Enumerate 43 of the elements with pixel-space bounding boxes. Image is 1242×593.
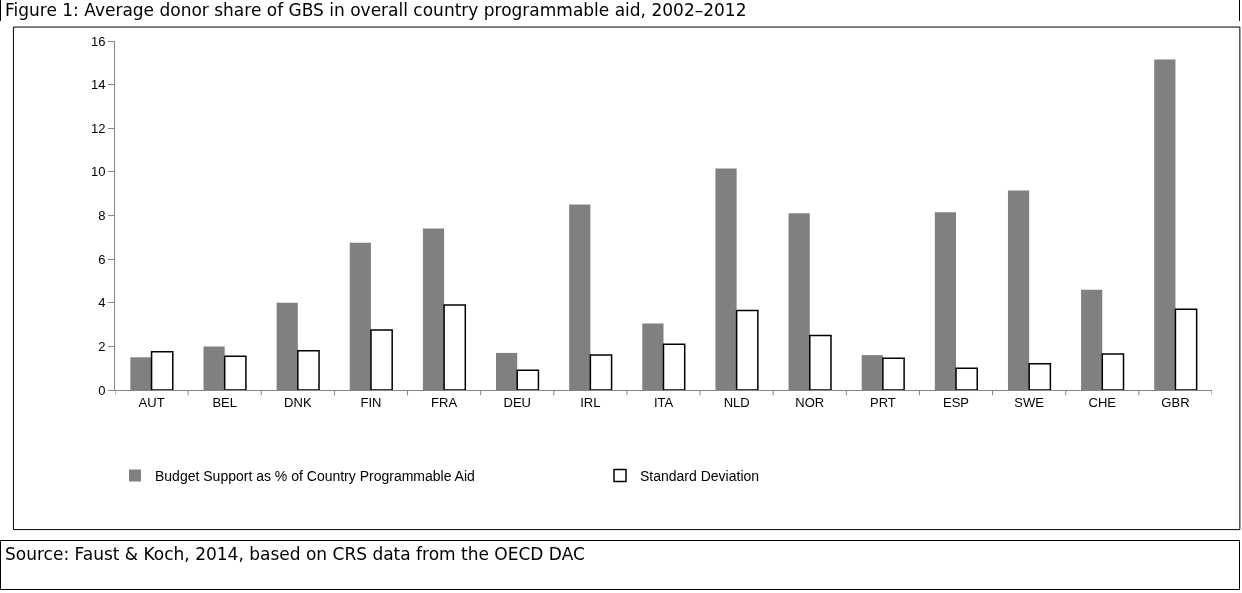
bar: [223, 355, 247, 390]
bar: [1174, 308, 1198, 390]
chart-title: Figure 1: Average donor share of GBS in overall country programmable aid, 2002–2012: [0, 0, 1240, 22]
y-tick-label: 0: [98, 382, 106, 398]
x-tick-label: GBR: [1161, 394, 1190, 410]
x-tick-label: IRL: [580, 394, 601, 410]
x-tick-label: SWE: [1014, 394, 1045, 410]
x-tick-label: DEU: [503, 394, 531, 410]
x-tick-label: NLD: [723, 394, 750, 410]
x-tick-label: FRA: [431, 394, 458, 410]
bar: [1101, 353, 1125, 390]
x-tick-label: ESP: [943, 394, 970, 410]
bar: [443, 304, 467, 390]
bar: [516, 369, 540, 390]
bar: [735, 309, 759, 390]
y-tick-label: 6: [98, 251, 106, 267]
y-tick-label: 4: [98, 295, 106, 311]
x-tick-label: FIN: [360, 394, 382, 410]
bar: [882, 357, 905, 390]
bar: [589, 354, 613, 390]
y-tick-label: 14: [90, 77, 106, 93]
y-tick-label: 16: [90, 33, 106, 49]
y-tick-label: 10: [90, 164, 106, 180]
x-tick-label: DNK: [284, 394, 312, 410]
bar: [955, 367, 978, 390]
x-tick-label: PRT: [870, 394, 896, 410]
y-tick-label: 2: [98, 338, 106, 354]
x-tick-label: AUT: [138, 394, 165, 410]
bar: [662, 343, 686, 390]
bar: [297, 349, 320, 390]
y-tick-label: 8: [98, 208, 106, 224]
x-tick-label: CHE: [1088, 394, 1117, 410]
bar: [150, 351, 174, 390]
bar: [1028, 363, 1052, 390]
x-tick-label: BEL: [212, 394, 237, 410]
bar: [809, 334, 832, 390]
legend-label: Budget Support as % of Country Programmable Aid: [155, 467, 475, 484]
x-tick-label: NOR: [795, 394, 825, 410]
source-note: Source: Faust & Koch, 2014, based on CRS data from the OECD DAC: [0, 540, 1240, 590]
legend-label: Standard Deviation: [640, 467, 760, 484]
y-tick-label: 12: [90, 120, 106, 136]
x-tick-label: ITA: [653, 394, 674, 410]
bar: [370, 329, 393, 390]
